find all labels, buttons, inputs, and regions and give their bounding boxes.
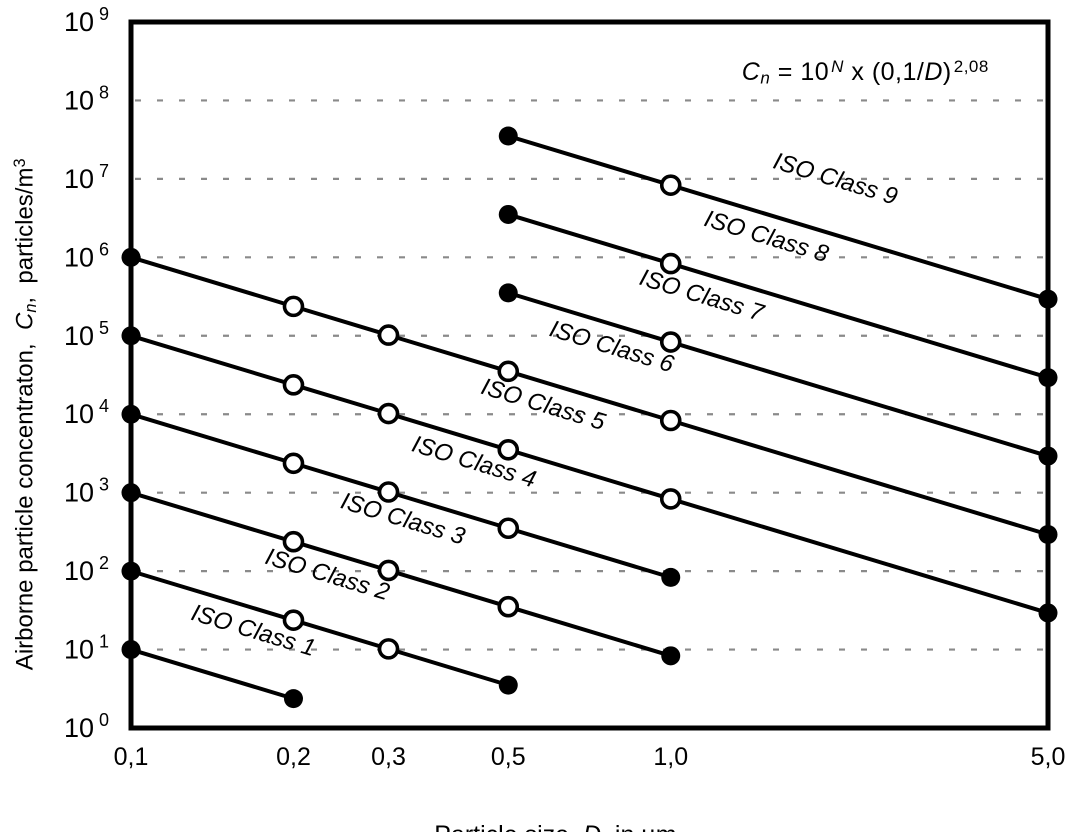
iso-class-5-line [130,333,1049,615]
iso-class-6-marker-open [497,360,520,383]
iso-class-2-marker-filled [121,561,141,581]
iso-class-5-marker-filled [121,326,141,346]
formula-exp: 2,08 [953,57,989,76]
x-tick-5,0: 5,0 [1031,743,1066,771]
iso-class-1-marker-filled [121,640,141,660]
iso-class-4-series [121,404,681,587]
x-tick-0,5: 0,5 [491,743,526,771]
y-tick-10e3: 10 3 [64,475,109,508]
formula-mid: x (0,1/ [843,58,925,86]
iso-class-5-marker-open [377,402,400,425]
iso-class-7-marker-filled [1038,446,1058,466]
y-tick-10e8: 10 8 [64,82,109,115]
y-tick-10e1: 10 1 [64,632,109,665]
iso-class-4-marker-open [497,517,520,540]
iso-class-9-series [498,126,1058,309]
y-tick-10e9: 10 9 [64,4,109,37]
iso-class-2-marker-open [282,609,305,631]
x-title-text: Particle size, [434,821,583,832]
x-tick-labels: 0,1 0,2 0,3 0,5 1,0 5,0 [114,743,1066,771]
y-title-sup-3: 3 [11,158,29,168]
iso-class-5-marker-open [497,438,520,461]
y-axis-title: Airborne particle concentraton, Cn, part… [0,77,69,777]
formula-sup-N: N [831,57,844,76]
x-title-var-D: D [583,821,601,832]
iso-class-8-marker-filled [1038,368,1058,388]
formula-sub-n: n [760,68,771,88]
formula-eq: = 10 [770,58,830,86]
iso-class-3-marker-filled [121,483,141,503]
x-axis-title: Particle size, D, in µm [0,792,1083,832]
x-tick-0,1: 0,1 [114,743,149,771]
iso-class-5-marker-filled [1038,603,1058,623]
iso-class-4-marker-filled [661,567,681,587]
x-tick-1,0: 1,0 [653,743,688,771]
iso-class-3-marker-filled [661,646,681,666]
iso-class-7-marker-filled [498,283,518,303]
iso-class-3-marker-open [282,530,305,553]
iso-class-6-line [130,255,1049,537]
iso-class-6-marker-open [659,409,682,432]
iso-class-4-marker-open [377,481,400,503]
iso-class-6-series [121,247,1058,544]
iso-class-8-marker-filled [498,204,518,224]
iso-class-6-marker-filled [121,247,141,267]
iso-class-9-marker-open [659,174,682,196]
y-tick-10e0: 10 0 [64,710,109,743]
x-tick-0,2: 0,2 [276,743,311,771]
y-title-text: Airborne particle concentraton, [11,330,39,671]
iso-class-5-marker-open [659,488,682,510]
formula-close-paren: ) [942,58,952,86]
y-tick-10e6: 10 6 [64,239,109,272]
iso-class-2-line [130,569,509,688]
y-title-sub-n: n [22,303,40,313]
iso-class-3-series [121,483,681,666]
y-tick-10e4: 10 4 [64,396,109,429]
iso-class-2-series [121,561,518,695]
x-tick-0,3: 0,3 [371,743,406,771]
formula-cn: C [741,58,761,86]
formula-var-D: D [924,58,943,86]
y-title-units: , particles/m [11,167,39,304]
iso-class-6-marker-open [282,295,305,318]
iso-class-4-marker-filled [121,404,141,424]
iso-class-6-marker-filled [1038,524,1058,544]
concentration-formula: Cn = 10 N x (0,1/D) 2,08 [712,28,989,118]
iso-class-3-marker-open [497,595,520,618]
y-title-cn: C [11,312,39,330]
iso-class-2-marker-filled [498,675,518,695]
iso-class-7-series [498,283,1058,466]
y-tick-10e7: 10 7 [64,161,109,194]
iso-class-1-line [130,647,295,701]
iso-class-9-marker-filled [498,126,518,146]
iso-class-8-series [498,204,1058,388]
iso-class-1-marker-filled [283,689,303,709]
y-tick-10e5: 10 5 [64,318,109,351]
iso-class-7-marker-open [659,331,682,353]
iso-class-9-label: ISO Class 9 [770,148,900,211]
x-title-units: , in µm [601,821,677,832]
iso-class-6-marker-open [377,324,400,346]
y-tick-10e2: 10 2 [64,553,109,586]
iso-class-5-series [121,326,1058,623]
iso-class-5-marker-open [282,374,305,396]
iso-class-1-series [121,640,303,709]
iso-class-4-marker-open [282,452,305,475]
iso-class-3-marker-open [377,559,400,582]
iso-class-8-marker-open [659,252,682,275]
iso-class-9-marker-filled [1038,289,1058,309]
iso-class-2-marker-open [377,638,400,660]
iso-class-4-line [130,412,672,580]
